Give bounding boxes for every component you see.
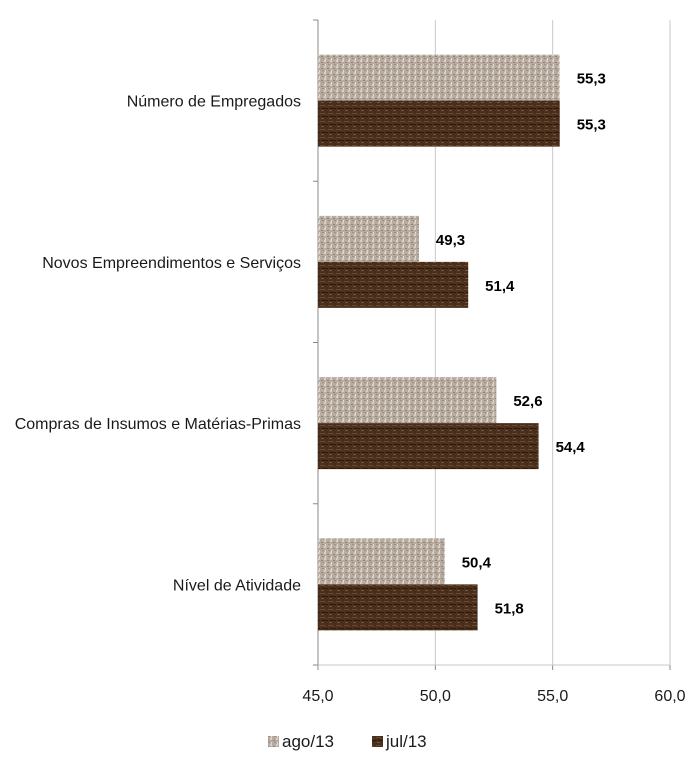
- bar-ago-13-1: [318, 215, 419, 262]
- legend: ago/13 jul/13: [268, 732, 427, 751]
- x-tick-label-0: 45,0: [302, 688, 333, 705]
- x-tick-label-1: 50,0: [420, 688, 451, 705]
- data-label-ago-13-2: 52,6: [513, 393, 542, 410]
- data-label-jul-13-1: 51,4: [485, 278, 515, 295]
- bar-ago-13-3: [318, 538, 445, 585]
- bar-jul-13-3: [318, 584, 478, 631]
- data-label-jul-13-3: 51,8: [495, 600, 524, 617]
- x-tick-label-3: 60,0: [654, 688, 685, 705]
- legend-label-ago-13: ago/13: [282, 732, 334, 751]
- x-tick-label-2: 55,0: [537, 688, 568, 705]
- legend-swatch-jul-13: [372, 736, 383, 747]
- category-label-2: Compras de Insumos e Matérias-Primas: [15, 416, 301, 433]
- data-label-ago-13-1: 49,3: [436, 232, 465, 249]
- legend-label-jul-13: jul/13: [385, 732, 427, 751]
- data-label-ago-13-3: 50,4: [462, 554, 492, 571]
- data-label-jul-13-2: 54,4: [556, 439, 586, 456]
- data-label-ago-13-0: 55,3: [577, 71, 606, 88]
- legend-swatch-ago-13: [268, 736, 279, 747]
- bar-jul-13-2: [318, 423, 539, 470]
- category-label-0: Número de Empregados: [127, 94, 301, 111]
- bars: [318, 54, 560, 631]
- labels: 55,3 55,3 Número de Empregados 49,3 51,4 Novo…: [15, 71, 606, 618]
- category-label-3: Nível de Atividade: [173, 577, 301, 594]
- category-label-1: Novos Empreendimentos e Serviços: [42, 255, 301, 272]
- bar-ago-13-0: [318, 54, 560, 101]
- bar-ago-13-2: [318, 377, 497, 424]
- data-label-jul-13-0: 55,3: [577, 117, 606, 134]
- bar-jul-13-0: [318, 100, 560, 147]
- bar-jul-13-1: [318, 261, 469, 308]
